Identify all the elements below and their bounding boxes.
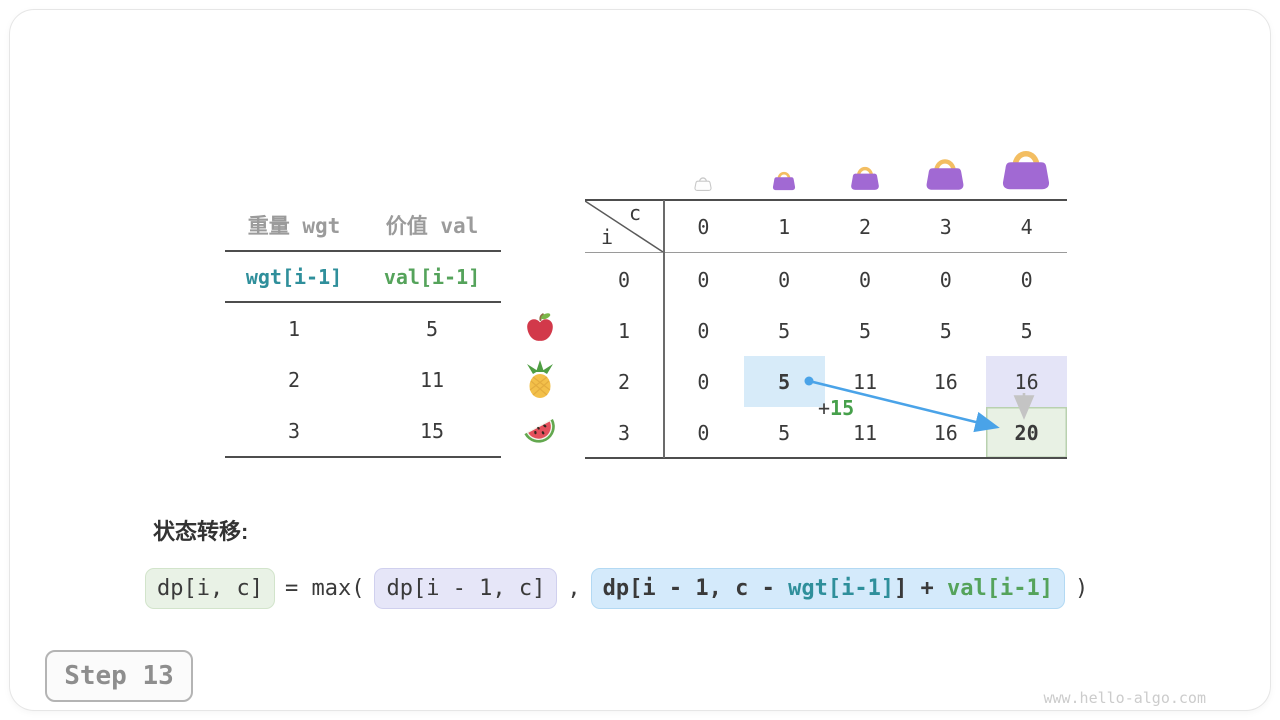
item-icons-column xyxy=(520,304,560,457)
empty-bag-icon xyxy=(694,174,712,195)
dp-table-header-divider xyxy=(585,252,1067,253)
bag-icon xyxy=(772,168,796,195)
items-table-row: 2 11 xyxy=(225,354,501,405)
dp-cell: 0 xyxy=(858,267,872,292)
watermark: www.hello-algo.com xyxy=(1043,689,1206,707)
item-icon-cell xyxy=(520,304,560,355)
dp-cell: 0 xyxy=(697,369,710,394)
dp-cell: 5 xyxy=(778,420,791,445)
dp-table-row: 1 0 5 5 5 5 xyxy=(585,305,1067,356)
dp-row-header: 1 xyxy=(617,318,631,343)
step-badge: Step 13 xyxy=(45,650,193,702)
dp-row-header: 0 xyxy=(617,267,631,292)
items-table-header: 重量 wgt 价值 val xyxy=(225,200,501,250)
formula-equals-max: = max( xyxy=(284,576,365,601)
item-weight-value: 1 xyxy=(287,316,301,341)
dp-cell: 5 xyxy=(858,318,872,343)
dp-row-header: 3 xyxy=(617,420,631,445)
item-value-value: 5 xyxy=(425,316,439,341)
item-weight-value: 3 xyxy=(287,418,301,443)
figure-card: 重量 wgt 价值 val wgt[i-1] val[i-1] 1 5 2 11 3 15 xyxy=(10,10,1270,710)
dp-cell: 16 xyxy=(933,420,958,445)
bag-icon xyxy=(850,162,880,195)
dp-cell: 0 xyxy=(939,267,952,292)
dp-table-row: 0 0 0 0 0 0 xyxy=(585,254,1067,305)
val-formula-label: val[i-1] xyxy=(383,264,481,289)
added-value: 15 xyxy=(830,396,855,420)
dp-cell: 16 xyxy=(933,369,958,394)
formula-arg2-part: ] + xyxy=(894,576,948,601)
items-table-row: 3 15 xyxy=(225,405,501,456)
dp-table-header-row: c i 0 1 2 3 4 xyxy=(585,201,1067,252)
transition-formula: dp[i, c] = max( dp[i - 1, c] , dp[i - 1,… xyxy=(145,568,1088,609)
corner-diagonal-line xyxy=(585,201,663,252)
item-icon-cell xyxy=(520,355,560,406)
dp-col-header: 0 xyxy=(697,214,710,239)
formula-arg2-part: dp[i - 1, c - xyxy=(602,576,789,601)
dp-col-header: 3 xyxy=(939,214,952,239)
dp-cell-highlighted-green: 20 xyxy=(986,407,1067,458)
formula-arg1-chip: dp[i - 1, c] xyxy=(374,568,558,609)
col-variable-label: c xyxy=(628,201,641,225)
items-header-wgt: 重量 wgt xyxy=(247,214,341,238)
dp-cell: 0 xyxy=(778,267,791,292)
dp-cell: 0 xyxy=(697,420,710,445)
items-table-formula-row: wgt[i-1] val[i-1] xyxy=(225,252,501,301)
formula-close-paren: ) xyxy=(1075,576,1089,601)
dp-cell: 5 xyxy=(1020,318,1033,343)
item-value-value: 15 xyxy=(419,418,445,443)
divider xyxy=(225,301,501,303)
formula-comma: , xyxy=(567,576,581,601)
item-value-value: 11 xyxy=(419,367,445,392)
item-weight-value: 2 xyxy=(287,367,301,392)
dp-cell: 0 xyxy=(697,318,710,343)
transition-section-label: 状态转移: xyxy=(153,519,249,544)
formula-arg2-part: val[i-1] xyxy=(947,576,1054,601)
dp-col-header: 2 xyxy=(858,214,872,239)
formula-arg2-part: wgt[i-1] xyxy=(788,576,895,601)
dp-table-top-border xyxy=(585,199,1067,201)
add-value-annotation: +15 xyxy=(818,396,854,420)
formula-lhs-chip: dp[i, c] xyxy=(145,568,275,609)
dp-table-body: 0 0 0 0 0 0 1 0 5 5 5 5 2 0 5 11 16 16 3 0 5 11 16 20 xyxy=(585,254,1067,458)
dp-cell: 5 xyxy=(778,318,791,343)
dp-cell: 5 xyxy=(939,318,952,343)
dp-corner-cell: c i xyxy=(585,201,663,252)
dp-table-bottom-border xyxy=(585,457,1067,459)
dp-col-header: 1 xyxy=(778,214,791,239)
dp-cell-highlighted-lavender: 16 xyxy=(986,356,1067,407)
dp-col-header: 4 xyxy=(1020,214,1033,239)
items-table-body: 1 5 2 11 3 15 xyxy=(225,303,501,456)
row-variable-label: i xyxy=(601,225,614,249)
bag-icon xyxy=(1001,143,1051,195)
formula-arg2-chip: dp[i - 1, c - wgt[i-1]] + val[i-1] xyxy=(590,568,1066,609)
wgt-formula-label: wgt[i-1] xyxy=(245,264,343,289)
dp-cell: 0 xyxy=(1020,267,1033,292)
dp-cell: 0 xyxy=(697,267,710,292)
dp-row-header: 2 xyxy=(617,369,631,394)
apple-icon xyxy=(523,311,557,349)
divider xyxy=(225,456,501,458)
pineapple-icon xyxy=(522,359,558,403)
divider xyxy=(225,250,501,252)
plus-sign: + xyxy=(818,396,831,420)
bag-icon xyxy=(925,153,965,195)
watermelon-icon xyxy=(521,412,559,452)
items-table: 重量 wgt 价值 val wgt[i-1] val[i-1] 1 5 2 11 3 15 xyxy=(225,200,501,458)
item-icon-cell xyxy=(520,406,560,457)
dp-cell-highlighted-blue: 5 xyxy=(743,356,825,407)
dp-table-vertical-divider xyxy=(663,200,665,458)
items-header-val: 价值 val xyxy=(385,214,479,238)
